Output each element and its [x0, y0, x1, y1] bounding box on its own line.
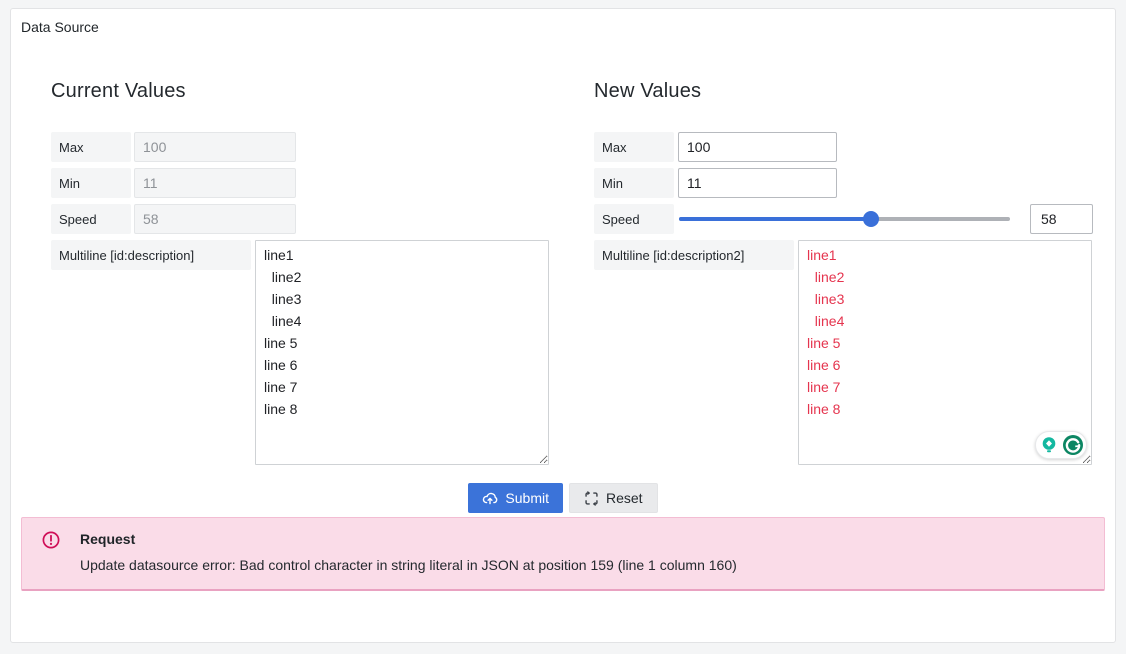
grammarly-logo-icon[interactable] — [1062, 434, 1084, 456]
new-multiline-textarea[interactable]: line1 line2 line3 line4 line 5 line 6 li… — [798, 240, 1092, 465]
new-values-section: New Values Max Min Speed Multiline [id:d… — [584, 77, 1104, 471]
slider-fill — [679, 217, 871, 221]
exclamation-circle-icon — [42, 531, 60, 549]
current-speed-label: Speed — [51, 204, 131, 234]
submit-button[interactable]: Submit — [468, 483, 563, 513]
reset-button[interactable]: Reset — [569, 483, 658, 513]
new-max-input[interactable] — [678, 132, 837, 162]
datasource-card: Data Source Current Values Max Min Speed… — [10, 8, 1116, 643]
new-speed-input[interactable] — [1030, 204, 1093, 234]
new-multiline-label: Multiline [id:description2] — [594, 240, 794, 270]
reset-label: Reset — [606, 490, 643, 506]
alert-message: Update datasource error: Bad control cha… — [80, 557, 737, 573]
current-multiline-textarea[interactable]: line1 line2 line3 line4 line 5 line 6 li… — [255, 240, 549, 465]
speed-slider[interactable] — [679, 204, 1010, 234]
current-max-label: Max — [51, 132, 131, 162]
new-speed-row: Speed — [594, 204, 1104, 234]
current-values-heading: Current Values — [51, 80, 186, 102]
current-multiline-row: Multiline [id:description] line1 line2 l… — [51, 240, 561, 465]
new-min-input[interactable] — [678, 168, 837, 198]
new-min-label: Min — [594, 168, 674, 198]
submit-label: Submit — [505, 490, 549, 506]
grammarly-suggestions-icon[interactable] — [1038, 434, 1060, 456]
current-max-row: Max — [51, 132, 561, 162]
current-speed-row: Speed — [51, 204, 561, 234]
current-speed-input — [134, 204, 296, 234]
new-max-label: Max — [594, 132, 674, 162]
slider-thumb[interactable] — [862, 211, 879, 227]
request-error-alert: Request Update datasource error: Bad con… — [21, 517, 1105, 591]
new-speed-label: Speed — [594, 204, 674, 234]
sync-icon — [585, 490, 598, 506]
new-max-row: Max — [594, 132, 1104, 162]
grammarly-widget[interactable] — [1035, 431, 1087, 459]
current-min-input — [134, 168, 296, 198]
new-min-row: Min — [594, 168, 1104, 198]
actions-row: Submit Reset — [11, 483, 1115, 513]
current-min-row: Min — [51, 168, 561, 198]
cloud-upload-icon — [483, 492, 498, 505]
alert-title: Request — [80, 531, 136, 547]
current-min-label: Min — [51, 168, 131, 198]
current-values-section: Current Values Max Min Speed Multiline [… — [41, 77, 561, 471]
new-values-heading: New Values — [594, 80, 702, 102]
new-multiline-row: Multiline [id:description2] line1 line2 … — [594, 240, 1104, 465]
page-title: Data Source — [21, 19, 99, 35]
current-multiline-label: Multiline [id:description] — [51, 240, 251, 270]
current-max-input — [134, 132, 296, 162]
